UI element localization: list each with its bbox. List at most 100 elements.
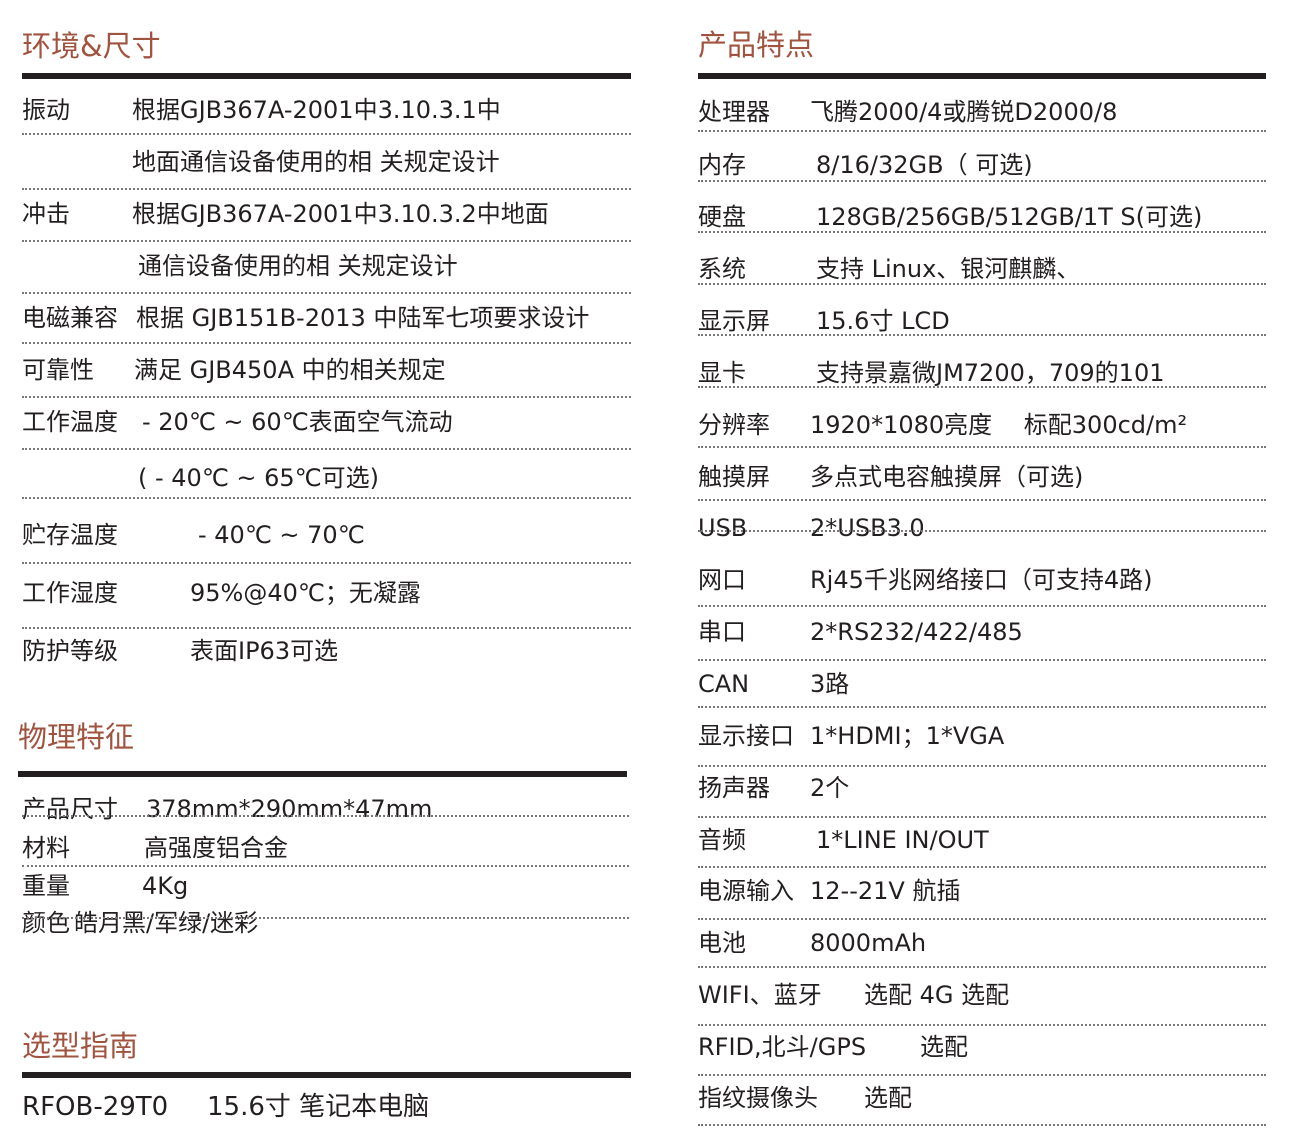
spec-value: 378mm*290mm*47mm [146,795,433,823]
spec-label: 显示屏 [698,307,770,335]
dotted-divider [698,386,1266,388]
environment-row: ( - 40℃ ~ 65℃可选) [22,458,631,498]
spec-value: 选配 [864,1084,912,1112]
physical-row: 产品尺寸 378mm*290mm*47mm [22,789,629,829]
spec-label: 冲击 [22,200,70,228]
environment-row: 通信设备使用的相 关规定设计 [22,246,631,286]
spec-label: 触摸屏 [698,463,770,491]
spec-value: 2*USB3.0 [810,514,925,542]
spec-value: ( - 40℃ ~ 65℃可选) [138,464,379,492]
features-row: 指纹摄像头 选配 [698,1078,1266,1118]
features-row: 处理器 飞腾2000/4或腾锐D2000/8 [698,92,1266,132]
divider [22,1072,631,1078]
spec-value: Rj45千兆网络接口（可支持4路) [810,566,1153,594]
dotted-divider [698,605,1266,607]
spec-value: 根据GJB367A-2001中3.10.3.1中 [132,96,501,124]
spec-value: 皓月黑/军绿/迷彩 [74,909,259,937]
dotted-divider [698,231,1266,233]
dotted-divider [698,530,1266,532]
spec-value: 1920*1080亮度 标配300cd/m² [810,411,1188,439]
dotted-divider [698,1024,1266,1026]
spec-value: 128GB/256GB/512GB/1T S(可选) [816,203,1203,231]
spec-value: 选配 4G 选配 [864,981,1010,1009]
spec-label: 产品尺寸 [22,795,118,823]
spec-value: - 20℃ ~ 60℃表面空气流动 [142,408,453,436]
features-row: CAN 3路 [698,664,1266,704]
spec-label: CAN [698,670,750,698]
spec-label: 系统 [698,255,746,283]
environment-row: 可靠性 满足 GJB450A 中的相关规定 [22,350,631,390]
environment-row: 振动 根据GJB367A-2001中3.10.3.1中 [22,90,631,130]
environment-row: 工作温度 - 20℃ ~ 60℃表面空气流动 [22,402,631,442]
features-row: 硬盘 128GB/256GB/512GB/1T S(可选) [698,197,1266,237]
spec-value: 飞腾2000/4或腾锐D2000/8 [810,98,1118,126]
features-row: 分辨率 1920*1080亮度 标配300cd/m² [698,405,1266,445]
spec-label: 贮存温度 [22,521,118,549]
spec-label: 电磁兼容 [22,304,118,332]
features-row: 系统 支持 Linux、银河麒麟、 [698,249,1266,289]
spec-value: 根据GJB367A-2001中3.10.3.2中地面 [132,200,549,228]
divider [22,73,631,79]
features-row: 显卡 支持景嘉微JM7200，709的101 [698,353,1266,393]
spec-value: 3路 [810,670,850,698]
environment-row: 电磁兼容 根据 GJB151B-2013 中陆军七项要求设计 [22,298,631,338]
dotted-divider [698,283,1266,285]
spec-value: 支持 Linux、银河麒麟、 [816,255,1081,283]
spec-label: 硬盘 [698,203,746,231]
spec-value: 95%@40℃；无凝露 [190,579,421,607]
features-row: 网口 Rj45千兆网络接口（可支持4路) [698,560,1266,600]
model-number: RFOB-29T0 [22,1092,169,1122]
spec-value: 地面通信设备使用的相 关规定设计 [132,148,500,176]
spec-label: 串口 [698,618,746,646]
environment-row: 防护等级 表面IP63可选 [22,631,631,671]
divider [698,73,1266,79]
model-description: 15.6寸 笔记本电脑 [207,1092,430,1122]
spec-label: 工作温度 [22,408,118,436]
dotted-divider [698,765,1266,767]
spec-value: 通信设备使用的相 关规定设计 [138,252,458,280]
physical-row: 材料 高强度铝合金 [22,828,629,868]
spec-value: 选配 [920,1033,968,1061]
dotted-divider [22,865,629,867]
environment-row: 贮存温度 - 40℃ ~ 70℃ [22,515,631,555]
spec-value: 1*HDMI；1*VGA [810,722,1005,750]
spec-label: 内存 [698,151,746,179]
spec-label: 显卡 [698,359,746,387]
dotted-divider [698,918,1266,920]
physical-row: 重量 4Kg [22,866,629,906]
spec-value: 支持景嘉微JM7200，709的101 [816,359,1165,387]
dotted-divider [22,448,631,450]
dotted-divider [698,966,1266,968]
spec-label: 电源输入 [698,877,794,905]
features-row: 内存 8/16/32GB（ 可选) [698,145,1266,185]
dotted-divider [22,917,629,919]
dotted-divider [698,334,1266,336]
features-row: 扬声器 2个 [698,768,1266,808]
dotted-divider [22,562,631,564]
environment-row: 工作湿度 95%@40℃；无凝露 [22,573,631,613]
features-title: 产品特点 [698,28,815,62]
dotted-divider [22,133,631,135]
dotted-divider [22,188,631,190]
dotted-divider [698,499,1266,501]
features-row: 显示屏 15.6寸 LCD [698,301,1266,341]
spec-label: USB [698,514,748,542]
selection-title: 选型指南 [22,1029,139,1063]
dotted-divider [698,446,1266,448]
spec-label: 电池 [698,929,746,957]
spec-value: 2*RS232/422/485 [810,618,1023,646]
divider [18,771,627,777]
dotted-divider [698,706,1266,708]
spec-label: 扬声器 [698,774,770,802]
dotted-divider [22,292,631,294]
dotted-divider [698,1074,1266,1076]
spec-value: 1*LINE IN/OUT [816,826,989,854]
features-row: 触摸屏 多点式电容触摸屏（可选) [698,457,1266,497]
features-row: 电池 8000mAh [698,923,1266,963]
spec-value: 15.6寸 LCD [816,307,950,335]
features-row: 显示接口 1*HDMI；1*VGA [698,716,1266,756]
spec-label: 材料 [22,834,70,862]
spec-label: 工作湿度 [22,579,118,607]
spec-value: 4Kg [142,872,189,900]
